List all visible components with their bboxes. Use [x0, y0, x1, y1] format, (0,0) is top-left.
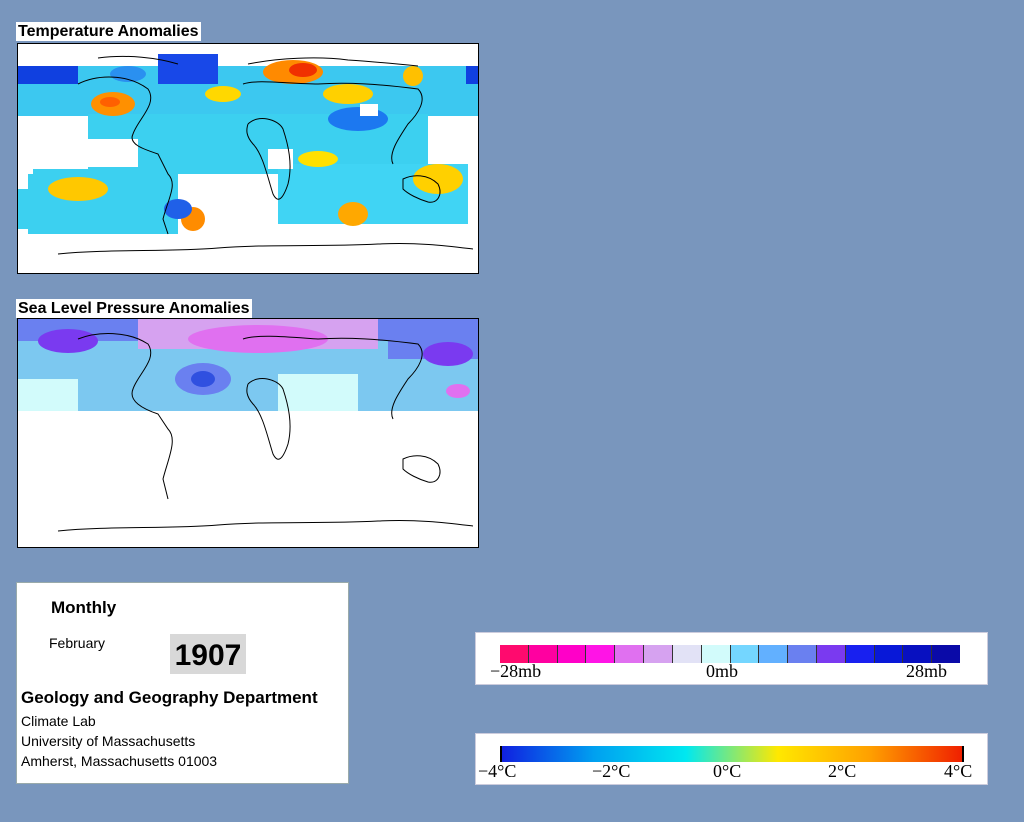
- frequency-label: Monthly: [51, 598, 117, 617]
- temperature-label-zero: 0°C: [713, 761, 742, 781]
- temperature-panel-title: Temperature Anomalies: [16, 22, 201, 41]
- pressure-color-bar: [500, 645, 960, 663]
- pressure-swatch: [671, 645, 701, 663]
- info-box: Monthly February 1907 Geology and Geogra…: [16, 582, 349, 784]
- pressure-label-min: −28mb: [490, 661, 542, 681]
- pressure-swatch: [729, 645, 759, 663]
- pressure-swatch: [527, 645, 557, 663]
- pressure-panel-title: Sea Level Pressure Anomalies: [16, 299, 252, 318]
- pressure-swatch: [758, 645, 788, 663]
- lab-name: Climate Lab: [21, 713, 96, 729]
- pressure-swatch: [614, 645, 644, 663]
- temperature-label-plus4: 4°C: [944, 761, 973, 781]
- temperature-label-minus4: −4°C: [478, 761, 517, 781]
- pressure-swatch: [556, 645, 586, 663]
- pressure-anomaly-map: [17, 318, 479, 548]
- pressure-label-max: 28mb: [906, 661, 948, 681]
- temperature-anomaly-map: [17, 43, 479, 274]
- pressure-swatch: [643, 645, 672, 663]
- year-label: 1907: [170, 634, 246, 674]
- address-line: Amherst, Massachusetts 01003: [21, 753, 218, 769]
- pressure-swatch: [500, 645, 528, 663]
- pressure-swatch: [815, 645, 845, 663]
- pressure-swatch: [873, 645, 903, 663]
- pressure-swatch: [931, 645, 960, 663]
- temperature-label-minus2: −2°C: [592, 761, 631, 781]
- temperature-label-plus2: 2°C: [828, 761, 857, 781]
- pressure-swatch: [700, 645, 730, 663]
- department-name: Geology and Geography Department: [21, 688, 318, 707]
- pressure-swatch: [844, 645, 874, 663]
- temperature-legend: −4°C −2°C 0°C 2°C 4°C: [475, 733, 988, 785]
- pressure-legend: −28mb 0mb 28mb: [475, 632, 988, 685]
- temperature-color-bar: [500, 746, 964, 762]
- pressure-swatch: [902, 645, 932, 663]
- pressure-swatch: [585, 645, 615, 663]
- university-name: University of Massachusetts: [21, 733, 196, 749]
- pressure-swatch: [787, 645, 816, 663]
- pressure-label-zero: 0mb: [706, 661, 739, 681]
- month-label: February: [49, 635, 106, 651]
